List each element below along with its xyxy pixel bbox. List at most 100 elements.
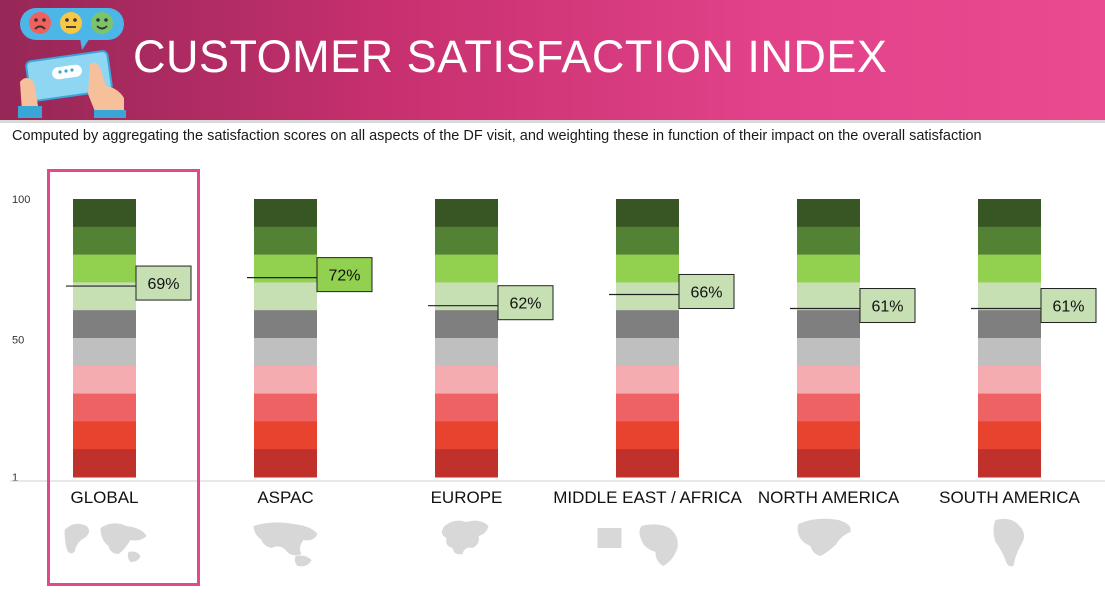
score-label: 66% bbox=[690, 284, 722, 301]
y-tick-label: 1 bbox=[12, 472, 18, 484]
bar-band bbox=[797, 226, 860, 256]
region-label: MIDDLE EAST / AFRICA bbox=[553, 488, 742, 507]
bar-band bbox=[616, 254, 679, 283]
bar-band bbox=[73, 282, 136, 311]
bar-band bbox=[73, 449, 136, 478]
score-callout bbox=[497, 285, 554, 321]
bar-band bbox=[73, 393, 136, 422]
bar-band bbox=[435, 421, 498, 450]
map-shape bbox=[797, 518, 851, 556]
bar-band bbox=[616, 449, 679, 478]
score-label: 62% bbox=[509, 296, 541, 313]
score-callout bbox=[135, 265, 192, 301]
bar-band bbox=[978, 310, 1041, 339]
bar-band bbox=[616, 310, 679, 339]
bar-band bbox=[616, 365, 679, 395]
map-shape bbox=[294, 555, 312, 567]
map-shape bbox=[64, 523, 90, 554]
bar-band bbox=[254, 338, 317, 367]
bar-band bbox=[616, 338, 679, 367]
region-label: SOUTH AMERICA bbox=[939, 488, 1080, 507]
bar-band bbox=[73, 421, 136, 450]
region-label: GLOBAL bbox=[70, 488, 138, 507]
score-callout bbox=[859, 288, 916, 324]
map-shape bbox=[441, 520, 489, 555]
bar-band bbox=[978, 421, 1041, 450]
bar-band bbox=[978, 199, 1041, 228]
bar-band bbox=[254, 393, 317, 422]
bar-band bbox=[797, 282, 860, 311]
score-label: 69% bbox=[147, 276, 179, 293]
bar-band bbox=[73, 226, 136, 256]
bar-band bbox=[978, 365, 1041, 395]
header-divider bbox=[0, 120, 1105, 123]
bar-band bbox=[797, 393, 860, 422]
bar-band bbox=[254, 282, 317, 311]
bar-band bbox=[978, 338, 1041, 367]
bar-band bbox=[254, 365, 317, 395]
bar-band bbox=[616, 282, 679, 311]
bar-band bbox=[797, 310, 860, 339]
map-shape bbox=[597, 528, 622, 548]
bar-band bbox=[978, 226, 1041, 256]
bar-band bbox=[797, 338, 860, 367]
bar-band bbox=[435, 254, 498, 283]
bar-band bbox=[73, 310, 136, 339]
bar-band bbox=[73, 338, 136, 367]
bar-band bbox=[254, 226, 317, 256]
score-label: 61% bbox=[1052, 299, 1084, 316]
map-shape bbox=[253, 522, 318, 556]
bar-band bbox=[435, 449, 498, 478]
score-callout bbox=[678, 273, 735, 309]
header-banner bbox=[0, 0, 1105, 120]
bar-band bbox=[797, 199, 860, 228]
bar-band bbox=[978, 254, 1041, 283]
bar-band bbox=[435, 338, 498, 367]
bar-band bbox=[797, 421, 860, 450]
page-title: CUSTOMER SATISFACTION INDEX bbox=[133, 31, 888, 82]
y-tick-label: 50 bbox=[12, 334, 24, 346]
bar-band bbox=[435, 199, 498, 228]
region-label: NORTH AMERICA bbox=[758, 488, 900, 507]
score-label: 72% bbox=[328, 268, 360, 285]
bar-band bbox=[797, 365, 860, 395]
map-shape bbox=[100, 523, 147, 554]
north-america-map-icon bbox=[797, 518, 851, 556]
region-label: ASPAC bbox=[257, 488, 313, 507]
south-america-map-icon bbox=[993, 518, 1025, 567]
region-label: EUROPE bbox=[431, 488, 503, 507]
bar-band bbox=[797, 449, 860, 478]
map-shape bbox=[127, 551, 141, 562]
bar-band bbox=[435, 393, 498, 422]
bar-band bbox=[797, 254, 860, 283]
asia-pacific-map-icon bbox=[253, 522, 318, 567]
bar-band bbox=[978, 393, 1041, 422]
bar-band bbox=[254, 254, 317, 283]
bar-band bbox=[978, 449, 1041, 478]
bar-band bbox=[254, 421, 317, 450]
bar-band bbox=[254, 449, 317, 478]
world-map-icon bbox=[64, 523, 147, 562]
bar-band bbox=[616, 393, 679, 422]
map-shape bbox=[993, 518, 1025, 567]
bar-band bbox=[435, 310, 498, 339]
bar-band bbox=[435, 226, 498, 256]
bar-band bbox=[73, 254, 136, 283]
bar-band bbox=[73, 365, 136, 395]
europe-map-icon bbox=[441, 520, 489, 555]
bar-band bbox=[254, 310, 317, 339]
page-subtitle: Computed by aggregating the satisfaction… bbox=[12, 128, 982, 144]
bar-band bbox=[435, 365, 498, 395]
score-label: 61% bbox=[871, 299, 903, 316]
bar-band bbox=[616, 421, 679, 450]
bar-band bbox=[435, 282, 498, 311]
bar-band bbox=[616, 226, 679, 256]
bar-band bbox=[73, 199, 136, 228]
middle-east-africa-map-icon bbox=[597, 524, 678, 566]
satisfaction-index-chart: 100 50 1 69% GLOBAL 72% ASPAC 62% EUROPE 66% MIDDL… bbox=[10, 194, 1105, 567]
satisfaction-feedback-icon bbox=[18, 8, 126, 118]
bar-band bbox=[616, 199, 679, 228]
map-shape bbox=[639, 524, 678, 566]
bar-band bbox=[254, 199, 317, 228]
score-callout bbox=[1040, 288, 1097, 324]
